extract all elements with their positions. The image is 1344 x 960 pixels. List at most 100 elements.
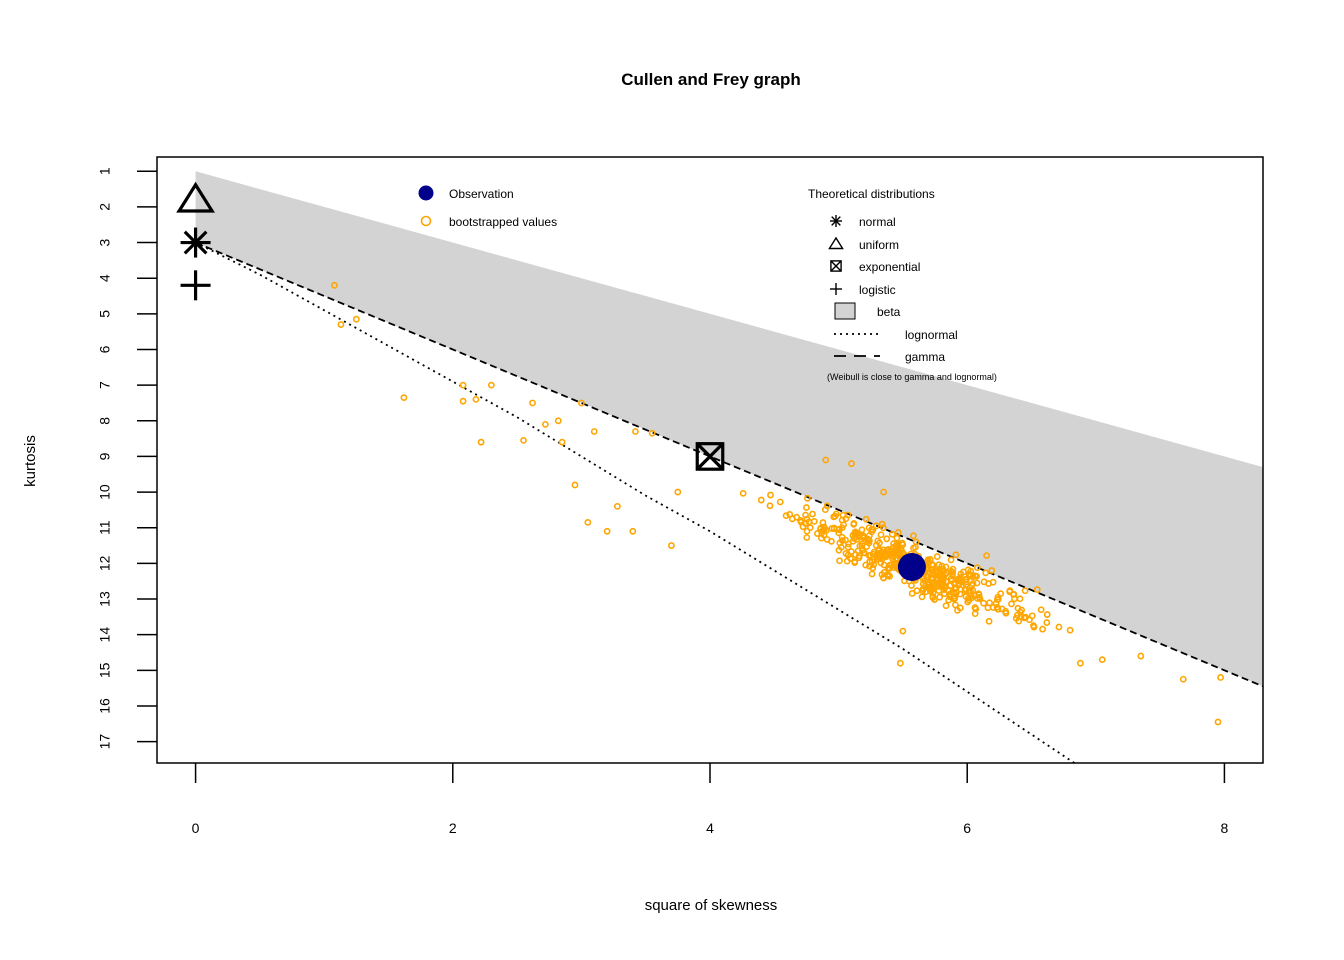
bootstrap-point	[813, 530, 821, 537]
bootstrap-point	[821, 506, 829, 514]
bootstrap-point	[842, 550, 850, 557]
legend-uniform-marker	[828, 236, 844, 250]
bootstrap-point	[571, 481, 579, 489]
bootstrap-point	[949, 565, 957, 573]
bootstrap-point	[896, 659, 904, 667]
bootstrap-point	[835, 546, 843, 554]
legend-label-gamma: gamma	[905, 350, 945, 364]
bootstrap-point	[1043, 611, 1051, 618]
bootstrap-point	[994, 605, 1002, 613]
x-axis: 0 2 4 6 8	[192, 762, 1229, 836]
bootstrap-point	[1017, 608, 1024, 616]
observation-point	[897, 552, 926, 581]
bootstrap-point	[858, 526, 866, 534]
bootstrap-point	[603, 527, 611, 535]
bootstrap-point	[844, 543, 852, 551]
legend-label-exponential: exponential	[859, 260, 920, 274]
y-tick-label: 13	[97, 591, 113, 607]
bootstrap-point	[936, 593, 944, 601]
bootstrap-point	[982, 569, 990, 577]
bootstrap-point	[925, 580, 933, 587]
legend-logistic-marker	[830, 283, 842, 295]
legend-normal-marker	[830, 215, 842, 227]
bootstrap-point	[823, 536, 831, 543]
legend-observation-marker	[418, 185, 434, 201]
bootstrap-point	[957, 570, 965, 578]
bootstrap-point	[590, 428, 598, 435]
y-tick-label: 16	[97, 698, 113, 714]
bootstrap-point	[898, 539, 906, 547]
bootstrap-point	[1214, 718, 1222, 726]
y-tick-label: 11	[97, 520, 113, 535]
bootstrap-point	[823, 526, 830, 534]
bootstrap-point	[459, 397, 467, 405]
bootstrap-point	[929, 589, 937, 597]
bootstrap-point	[817, 524, 825, 532]
bootstrap-point	[648, 429, 656, 437]
asterisk-stroke	[831, 216, 841, 226]
y-tick-label: 6	[97, 345, 113, 353]
bootstrap-point	[804, 494, 811, 502]
bootstrap-point	[883, 535, 891, 543]
bootstrap-point	[862, 515, 870, 523]
bootstrap-point	[938, 574, 946, 582]
x-axis-label: square of skewness	[645, 897, 778, 914]
bootstrap-point	[786, 510, 794, 518]
bootstrap-point	[822, 456, 830, 464]
x-tick-label: 0	[192, 820, 200, 836]
bootstrap-point	[1030, 623, 1038, 631]
legend-observation-label: Observation	[449, 187, 514, 201]
bootstrap-point	[1055, 623, 1063, 631]
y-axis-label: kurtosis	[22, 435, 39, 487]
bootstrap-point	[848, 460, 855, 467]
theoretical-point-uniform	[176, 181, 215, 213]
bootstrap-point	[843, 557, 851, 565]
legend-bootstrap-label: bootstrapped values	[449, 215, 557, 229]
bootstrap-point	[955, 580, 963, 587]
bootstrap-point	[520, 436, 527, 444]
gamma-line	[195, 241, 1264, 688]
bootstrap-point	[835, 529, 843, 537]
bootstrap-point	[952, 551, 960, 559]
bootstrap-point	[1217, 674, 1224, 681]
bootstrap-point	[797, 517, 804, 524]
theoretical-point-normal	[180, 227, 211, 258]
bootstrap-point	[889, 553, 897, 561]
bootstrap-point	[802, 520, 810, 527]
bootstrap-point	[803, 534, 811, 541]
bootstrap-point	[859, 531, 867, 539]
theoretical-points-layer	[176, 181, 926, 581]
bootstrap-point	[1002, 607, 1009, 615]
theoretical-point-exponential	[695, 442, 725, 471]
y-tick-label: 5	[97, 310, 113, 318]
bootstrap-point	[400, 394, 408, 402]
y-tick-label: 17	[97, 734, 113, 750]
bootstrap-point	[872, 522, 880, 530]
bootstrap-point	[893, 534, 901, 542]
bootstrap-point	[830, 513, 838, 521]
bootstrap-point	[577, 399, 585, 407]
bootstrap-point	[868, 570, 876, 578]
bootstrap-point	[851, 559, 859, 566]
bootstrap-point	[352, 315, 360, 323]
bootstrap-point	[1008, 600, 1015, 608]
bootstrap-point	[836, 539, 844, 547]
x-tick-label: 8	[1221, 820, 1229, 836]
bootstrap-point	[959, 581, 967, 589]
bootstrap-point	[912, 538, 920, 546]
bootstrap-point	[865, 552, 873, 559]
legend: Observation bootstrapped values Theoretica…	[418, 185, 997, 382]
bootstrap-point	[971, 604, 979, 611]
bootstrap-point	[880, 488, 888, 496]
x-tick-label: 6	[963, 820, 971, 836]
bootstrap-point	[818, 534, 825, 542]
bootstrap-point	[985, 617, 993, 625]
bootstrap-point	[838, 524, 846, 532]
bootstrap-point	[809, 510, 816, 518]
bootstrap-point	[969, 580, 977, 588]
bootstrap-point	[614, 502, 621, 510]
bootstrap-point	[852, 551, 859, 558]
bootstrap-point	[805, 518, 813, 526]
y-tick-label: 2	[97, 203, 113, 211]
bootstrap-point	[888, 530, 896, 538]
